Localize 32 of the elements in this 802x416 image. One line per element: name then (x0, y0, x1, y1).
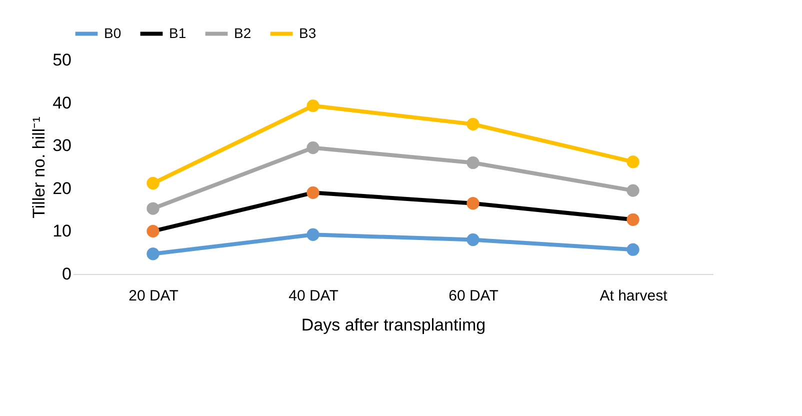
point (626, 156, 640, 168)
point (306, 99, 320, 112)
point (306, 141, 320, 154)
point (466, 118, 480, 131)
point (146, 202, 160, 215)
y-tick-label: 0 (62, 264, 72, 284)
y-tick-label: 30 (52, 136, 72, 156)
point (626, 184, 640, 197)
x-axis-title: Days after transplantimg (301, 316, 486, 334)
point (466, 197, 480, 210)
point (306, 186, 320, 199)
x-tick-label: At harvest (600, 288, 668, 304)
x-tick-label: 40 DAT (288, 288, 338, 304)
y-tick-label: 20 (52, 178, 72, 198)
y-tick-label: 10 (52, 222, 72, 241)
legend-label: B2 (234, 24, 252, 41)
point (146, 224, 160, 238)
point (626, 213, 640, 226)
y-tick-label: 50 (52, 50, 72, 70)
y-tick-label: 40 (52, 93, 72, 112)
point (146, 176, 160, 190)
point (466, 233, 480, 246)
x-tick-label: 60 DAT (448, 288, 498, 304)
point (466, 156, 480, 170)
point (626, 243, 640, 256)
y-axis-title: Tiller no. hill⁻¹ (30, 116, 49, 218)
point (306, 228, 320, 241)
legend-label: B0 (104, 24, 122, 41)
x-tick-label: 20 DAT (128, 288, 178, 304)
point (146, 248, 160, 260)
legend-label: B1 (169, 24, 186, 41)
legend-label: B3 (299, 24, 316, 41)
